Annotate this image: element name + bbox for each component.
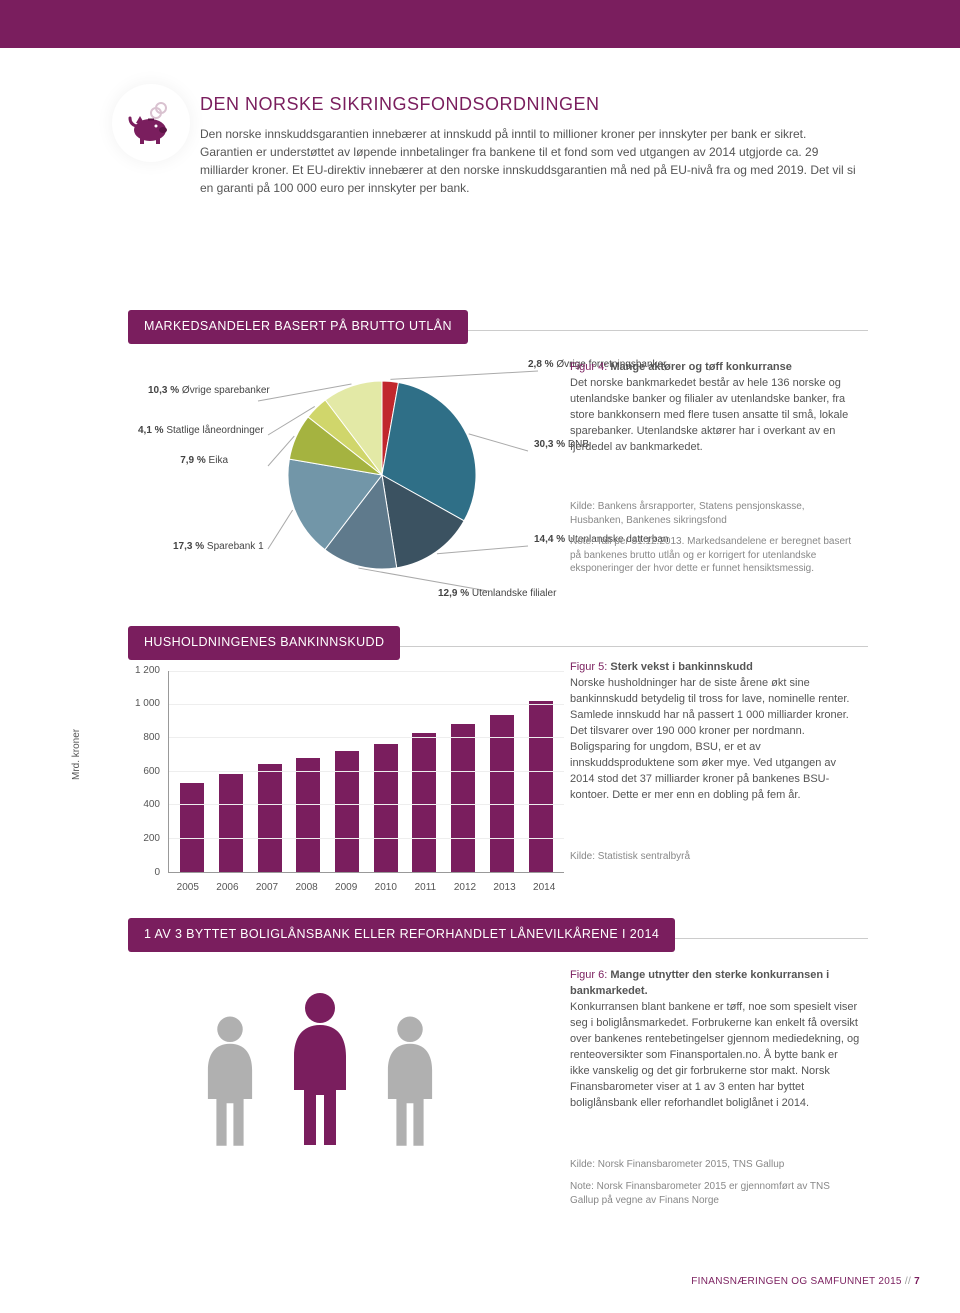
y-tick: 400 — [143, 798, 160, 812]
person-icon — [208, 1017, 252, 1146]
x-tick: 2014 — [532, 881, 556, 895]
x-tick: 2012 — [453, 881, 477, 895]
x-tick: 2013 — [493, 881, 517, 895]
figure4-caption: Figur 4: Mange aktører og tøff konkurran… — [570, 360, 860, 456]
x-tick: 2006 — [215, 881, 239, 895]
x-tick: 2008 — [295, 881, 319, 895]
top-band — [0, 0, 960, 48]
piggy-icon — [112, 84, 190, 162]
intro-block: DEN NORSKE SIKRINGSFONDSORDNINGEN Den no… — [200, 92, 860, 197]
bar — [296, 758, 320, 872]
person-icon — [294, 993, 346, 1145]
y-tick: 600 — [143, 765, 160, 779]
pie-label: 4,1 % Statlige låneordninger — [138, 424, 264, 436]
y-tick: 1 000 — [135, 697, 160, 711]
pie-label: 7,9 % Eika — [180, 455, 228, 466]
pie-label: 17,3 % Sparebank 1 — [173, 541, 264, 552]
y-tick: 200 — [143, 832, 160, 846]
y-tick: 800 — [143, 731, 160, 745]
bar — [412, 733, 436, 871]
figure5-source: Kilde: Statistisk sentralbyrå — [570, 850, 860, 864]
pie-header: MARKEDSANDELER BASERT PÅ BRUTTO UTLÅN — [128, 310, 468, 344]
pie-label: 10,3 % Øvrige sparebanker — [148, 385, 270, 396]
figure6-caption: Figur 6: Mange utnytter den sterke konku… — [570, 968, 860, 1111]
people-infographic — [180, 980, 460, 1150]
x-tick: 2005 — [176, 881, 200, 895]
bar — [529, 701, 553, 872]
bar — [335, 751, 359, 872]
bar — [374, 744, 398, 871]
x-tick: 2007 — [255, 881, 279, 895]
y-axis-label: Mrd. kroner — [70, 728, 84, 779]
page-footer: FINANSNÆRINGEN OG SAMFUNNET 2015 // 7 — [691, 1275, 920, 1289]
figure4-source: Kilde: Bankens årsrapporter, Statens pen… — [570, 500, 860, 576]
y-tick: 0 — [154, 866, 160, 880]
pie-label: 12,9 % Utenlandske filialer — [438, 588, 557, 599]
bar — [451, 724, 475, 871]
figure5-caption: Figur 5: Sterk vekst i bankinnskudd Nors… — [570, 660, 860, 803]
bar-header: HUSHOLDNINGENES BANKINNSKUDD — [128, 626, 400, 660]
bar — [180, 783, 204, 872]
x-tick: 2011 — [413, 881, 437, 895]
bar — [219, 774, 243, 871]
x-tick: 2010 — [374, 881, 398, 895]
bar-chart: Mrd. kroner 02004006008001 0001 200 2005… — [128, 665, 568, 895]
figure6-source: Kilde: Norsk Finansbarometer 2015, TNS G… — [570, 1158, 860, 1208]
bottom-header: 1 AV 3 BYTTET BOLIGLÅNSBANK ELLER REFORH… — [128, 918, 675, 952]
bar — [258, 764, 282, 871]
x-tick: 2009 — [334, 881, 358, 895]
intro-text: Den norske innskuddsgarantien innebærer … — [200, 125, 860, 197]
y-tick: 1 200 — [135, 664, 160, 678]
person-icon — [388, 1017, 432, 1146]
bottom-section: 1 AV 3 BYTTET BOLIGLÅNSBANK ELLER REFORH… — [128, 918, 868, 939]
intro-title: DEN NORSKE SIKRINGSFONDSORDNINGEN — [200, 92, 860, 117]
